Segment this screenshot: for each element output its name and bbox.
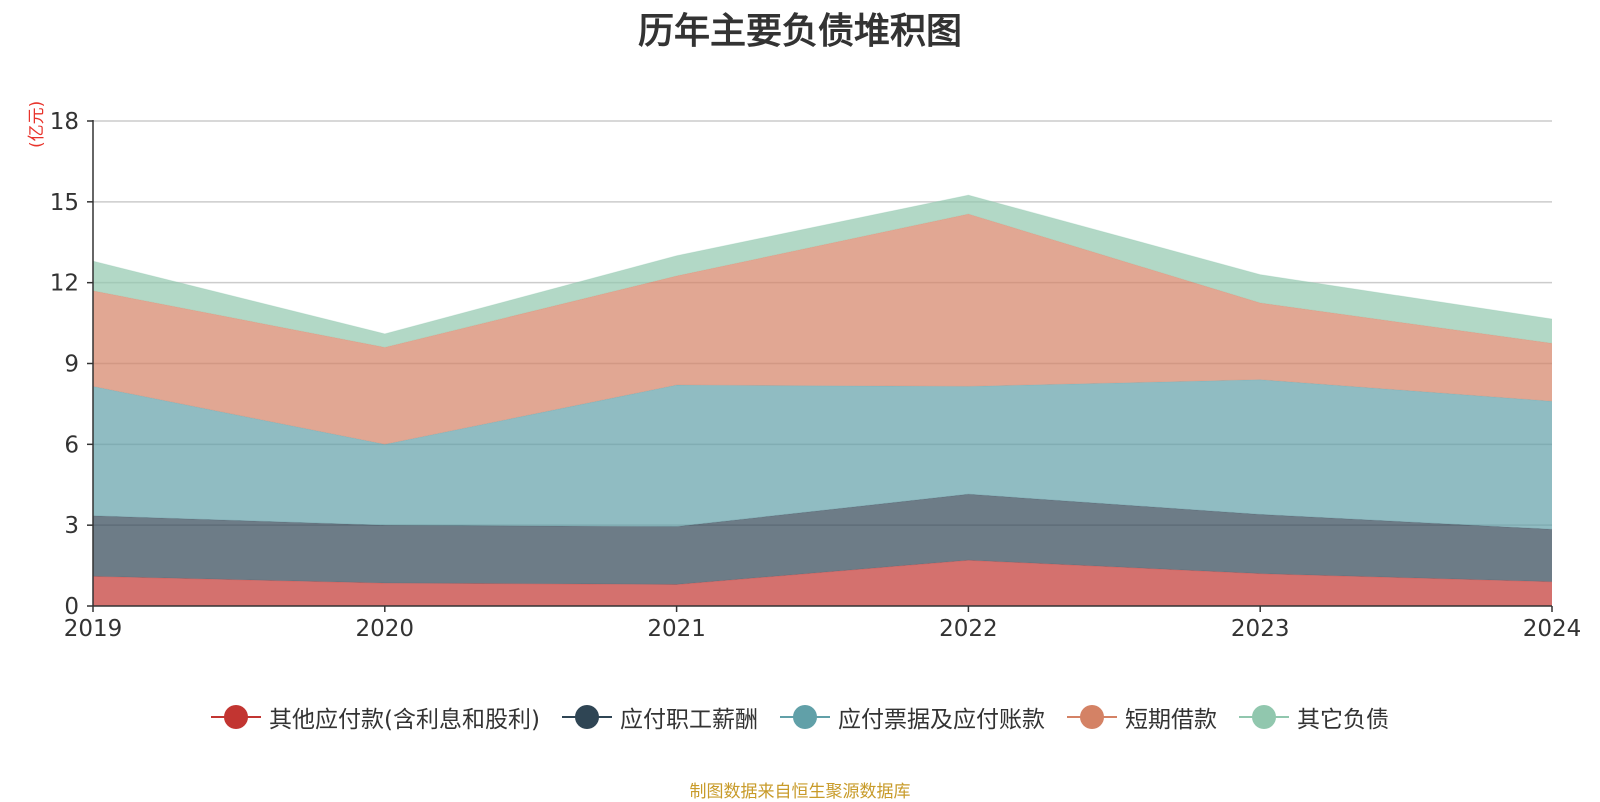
x-tick-label: 2022 [939,616,998,642]
area-series-3 [93,379,1552,530]
area-series-line-5 [92,194,1553,335]
legend-marker-icon [211,704,262,730]
legend-item-4[interactable]: 短期借款 [1066,700,1217,734]
y-tick-label: 0 [64,594,79,620]
y-tick-label: 3 [64,513,79,539]
chart-legend: 其他应付款(含利息和股利) 应付职工薪酬 应付票据及应付账款 短期借款 其它负债 [0,700,1600,734]
area-series-1 [93,560,1552,606]
legend-label: 应付票据及应付账款 [837,707,1045,733]
chart-plot: 0 3 6 9 12 15 18 2019 2020 2021 2022 2023 2024 [50,109,1582,642]
area-series-4 [93,213,1552,445]
legend-label: 其它负债 [1296,707,1389,733]
legend-marker-icon [1066,704,1117,730]
legend-label: 其他应付款(含利息和股利) [269,707,540,733]
legend-item-3[interactable]: 应付票据及应付账款 [779,700,1045,734]
legend-label: 应付职工薪酬 [619,707,758,733]
x-tick-label: 2024 [1523,616,1582,642]
legend-marker-icon [1238,704,1289,730]
legend-item-2[interactable]: 应付职工薪酬 [561,700,758,734]
chart-title: 历年主要负债堆积图 [637,11,962,52]
legend-item-5[interactable]: 其它负债 [1238,700,1389,734]
legend-marker-icon [779,704,830,730]
y-tick-label: 12 [50,271,79,297]
data-source-note: 制图数据来自恒生聚源数据库 [689,782,911,802]
legend-label: 短期借款 [1124,707,1217,733]
area-series-5 [93,195,1552,348]
x-tick-label: 2023 [1231,616,1290,642]
y-tick-label: 6 [64,432,79,458]
area-series-line-2 [92,493,1553,530]
y-tick-label: 18 [50,109,79,135]
x-tick-label: 2019 [64,616,123,642]
x-tick-label: 2021 [647,616,706,642]
x-tick-label: 2020 [356,616,415,642]
y-tick-label: 15 [50,190,79,216]
area-series-2 [93,494,1552,585]
legend-item-1[interactable]: 其他应付款(含利息和股利) [211,700,540,734]
legend-marker-icon [561,704,612,730]
y-tick-label: 9 [64,352,79,378]
